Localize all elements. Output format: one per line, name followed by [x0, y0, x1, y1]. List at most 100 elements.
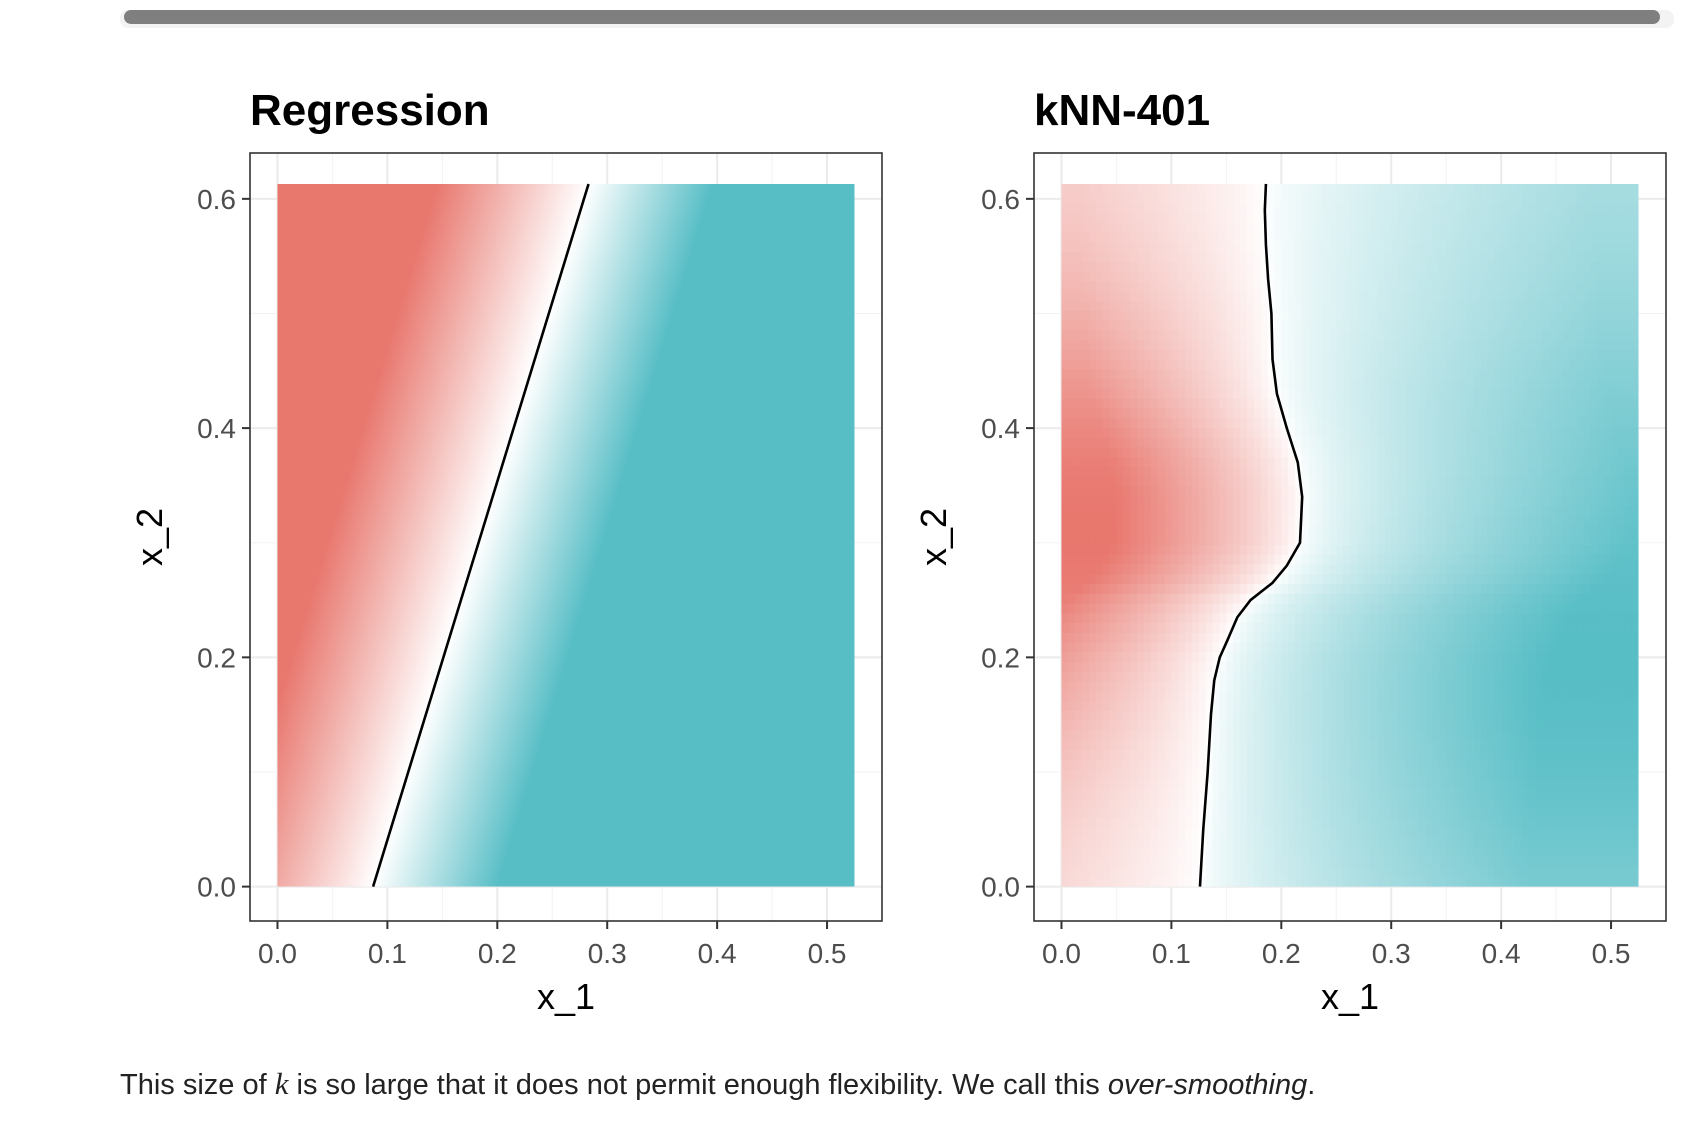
surface-cell — [1411, 720, 1420, 732]
surface-cell — [1583, 213, 1592, 224]
surface-cell — [1095, 496, 1104, 507]
surface-cell — [1109, 574, 1118, 585]
surface-cell — [1384, 506, 1392, 517]
surface-cell — [1521, 535, 1530, 546]
surface-cell — [1384, 525, 1392, 536]
surface-cell — [1350, 320, 1358, 331]
surface-cell — [1219, 574, 1227, 585]
surface-cell — [1535, 623, 1543, 634]
surface-cell — [1295, 623, 1303, 634]
surface-cell — [1123, 340, 1131, 351]
surface-cell — [1549, 222, 1557, 234]
surface-cell — [1088, 486, 1097, 497]
surface-cell — [1604, 301, 1612, 312]
surface-cell — [1411, 613, 1420, 624]
surface-cell — [1329, 379, 1337, 390]
surface-cell — [1501, 252, 1509, 263]
surface-cell — [1549, 281, 1557, 292]
surface-cell — [1432, 427, 1440, 439]
surface-cell — [1384, 271, 1392, 283]
surface-cell — [1095, 506, 1104, 517]
surface-cell — [1556, 515, 1564, 527]
surface-cell — [1095, 603, 1104, 614]
surface-cell — [1370, 262, 1379, 273]
surface-cell — [1425, 408, 1434, 419]
surface-cell — [1487, 496, 1495, 507]
surface-cell — [1212, 418, 1221, 429]
surface-cell — [1123, 486, 1131, 497]
surface-cell — [1391, 242, 1399, 253]
surface-cell — [1198, 740, 1207, 751]
surface-cell — [1185, 203, 1193, 214]
surface-cell — [1370, 701, 1379, 712]
surface-cell — [1240, 681, 1248, 693]
surface-cell — [1617, 740, 1626, 751]
surface-cell — [1418, 671, 1427, 683]
surface-cell — [1253, 291, 1262, 302]
surface-cell — [1549, 740, 1557, 751]
surface-cell — [1150, 301, 1159, 312]
surface-cell — [1116, 564, 1124, 575]
surface-cell — [1178, 730, 1186, 741]
surface-cell — [1549, 232, 1557, 244]
surface-cell — [1459, 613, 1468, 624]
surface-cell — [1150, 222, 1159, 234]
horizontal-scrollbar-thumb[interactable] — [124, 10, 1660, 24]
surface-cell — [1295, 291, 1303, 302]
surface-cell — [1521, 486, 1530, 497]
surface-cell — [1562, 330, 1571, 341]
surface-cell — [1514, 388, 1523, 400]
surface-cell — [1226, 330, 1234, 341]
surface-cell — [1157, 642, 1166, 653]
surface-cell — [1150, 486, 1159, 497]
surface-cell — [1473, 584, 1482, 595]
surface-cell — [1631, 222, 1639, 234]
surface-cell — [1260, 271, 1269, 283]
surface-cell — [1198, 330, 1207, 341]
surface-cell — [1137, 545, 1145, 556]
surface-cell — [1521, 369, 1530, 380]
surface-cell — [1240, 203, 1248, 214]
surface-cell — [1370, 720, 1379, 732]
surface-cell — [1453, 388, 1461, 400]
surface-cell — [1075, 252, 1083, 263]
surface-cell — [1391, 447, 1399, 458]
surface-cell — [1617, 720, 1626, 732]
surface-cell — [1192, 213, 1200, 224]
surface-cell — [1466, 642, 1475, 653]
surface-cell — [1274, 613, 1282, 624]
surface-cell — [1164, 213, 1172, 224]
surface-cell — [1466, 486, 1475, 497]
surface-cell — [1363, 681, 1372, 693]
surface-cell — [1308, 740, 1317, 751]
surface-cell — [1116, 427, 1124, 439]
surface-cell — [1068, 623, 1076, 634]
surface-cell — [1542, 232, 1550, 244]
surface-cell — [1075, 554, 1083, 566]
surface-cell — [1329, 545, 1337, 556]
surface-cell — [1336, 349, 1344, 361]
surface-cell — [1521, 437, 1530, 449]
surface-cell — [1205, 301, 1214, 312]
surface-cell — [1590, 681, 1598, 693]
surface-cell — [1576, 291, 1585, 302]
surface-cell — [1549, 564, 1557, 575]
surface-cell — [1404, 652, 1413, 663]
surface-cell — [1295, 506, 1303, 517]
surface-cell — [1061, 642, 1069, 653]
surface-cell — [1439, 379, 1447, 390]
surface-cell — [1061, 418, 1069, 429]
surface-cell — [1343, 427, 1351, 439]
surface-cell — [1363, 740, 1372, 751]
surface-cell — [1521, 349, 1530, 361]
surface-cell — [1604, 447, 1612, 458]
surface-cell — [1542, 554, 1550, 566]
surface-cell — [1130, 252, 1138, 263]
surface-cell — [1521, 271, 1530, 283]
surface-cell — [1418, 301, 1427, 312]
surface-cell — [1604, 545, 1612, 556]
surface-cell — [1611, 457, 1619, 468]
surface-cell — [1576, 271, 1585, 283]
surface-cell — [1088, 379, 1097, 390]
surface-cell — [1514, 213, 1523, 224]
